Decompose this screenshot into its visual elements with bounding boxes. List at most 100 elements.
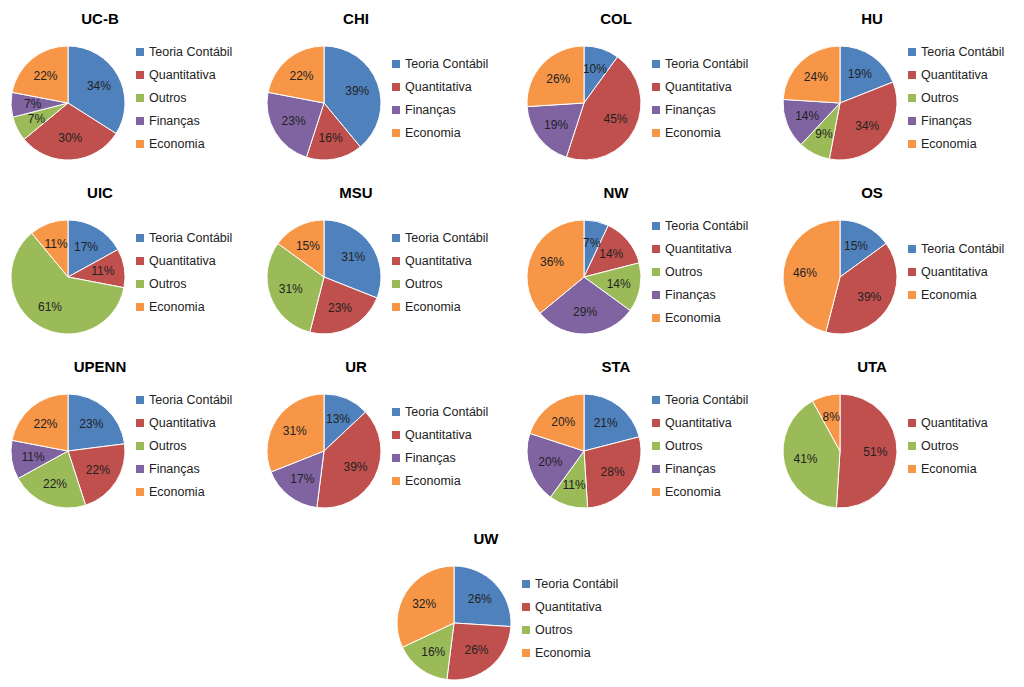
svg-text:8%: 8% [823, 410, 841, 424]
svg-text:16%: 16% [421, 645, 445, 659]
svg-text:17%: 17% [290, 472, 314, 486]
svg-text:34%: 34% [87, 79, 111, 93]
svg-text:22%: 22% [33, 417, 57, 431]
html-text:Outros: Outros [149, 276, 187, 291]
svg-text:19%: 19% [848, 67, 872, 81]
html-text:Teoria Contábil: Teoria Contábil [665, 56, 749, 71]
html-text:UTA: UTA [857, 358, 887, 375]
html-text:Economia: Economia [405, 299, 461, 314]
html-text:UIC: UIC [87, 184, 113, 201]
html-text:UC-B: UC-B [81, 10, 119, 27]
html-text:Outros: Outros [921, 91, 959, 105]
html-text:Outros: Outros [405, 276, 443, 291]
html-text:Finanças: Finanças [405, 450, 456, 465]
svg-text:22%: 22% [33, 69, 57, 83]
svg-text:22%: 22% [43, 477, 67, 491]
svg-text:39%: 39% [345, 84, 369, 98]
html-text:CHI: CHI [343, 10, 369, 27]
html-text:Economia: Economia [535, 645, 591, 660]
html-text:Quantitativa: Quantitativa [405, 253, 472, 268]
html-text:Teoria Contábil: Teoria Contábil [149, 45, 233, 59]
svg-text:39%: 39% [857, 290, 881, 304]
svg-text:21%: 21% [594, 416, 618, 430]
html-text:Teoria Contábil: Teoria Contábil [405, 230, 489, 245]
html-text:Outros: Outros [535, 622, 573, 637]
svg-text:16%: 16% [319, 131, 343, 145]
svg-text:41%: 41% [793, 452, 817, 466]
svg-text:31%: 31% [279, 282, 303, 296]
html-text:NW: NW [603, 184, 629, 201]
svg-text:13%: 13% [326, 412, 350, 426]
html-text:UW: UW [473, 530, 499, 547]
html-text:OS: OS [861, 184, 883, 201]
svg-text:7%: 7% [583, 236, 601, 250]
html-text:Quantitativa: Quantitativa [149, 253, 216, 268]
html-text:HU: HU [861, 10, 883, 27]
html-text:Quantitativa: Quantitativa [535, 599, 602, 614]
svg-text:46%: 46% [793, 266, 817, 280]
svg-text:34%: 34% [855, 119, 879, 133]
svg-text:23%: 23% [282, 114, 306, 128]
svg-text:15%: 15% [844, 239, 868, 253]
svg-text:11%: 11% [44, 237, 67, 251]
html-text:Economia: Economia [405, 125, 461, 140]
html-text:STA: STA [601, 358, 631, 375]
svg-text:11%: 11% [563, 478, 586, 492]
html-text:Finanças: Finanças [665, 102, 716, 117]
html-text:Quantitativa: Quantitativa [405, 79, 472, 94]
html-text:Economia: Economia [149, 137, 205, 151]
html-text:COL: COL [600, 10, 632, 27]
html-text:Teoria Contábil: Teoria Contábil [535, 576, 619, 591]
svg-text:11%: 11% [91, 264, 114, 278]
svg-text:19%: 19% [544, 118, 568, 132]
svg-text:15%: 15% [296, 239, 320, 253]
svg-text:22%: 22% [289, 69, 313, 83]
svg-text:30%: 30% [58, 131, 82, 145]
svg-text:32%: 32% [412, 597, 436, 611]
html-text:Teoria Contábil: Teoria Contábil [921, 45, 1005, 59]
svg-text:26%: 26% [546, 72, 570, 86]
svg-text:45%: 45% [603, 112, 627, 126]
svg-text:7%: 7% [24, 97, 42, 111]
html-text:Quantitativa: Quantitativa [921, 68, 988, 82]
svg-text:31%: 31% [283, 424, 307, 438]
svg-text:29%: 29% [573, 305, 597, 319]
svg-text:17%: 17% [74, 240, 98, 254]
html-text:Outros: Outros [149, 91, 187, 105]
svg-text:7%: 7% [28, 112, 46, 126]
svg-text:23%: 23% [328, 301, 352, 315]
svg-text:26%: 26% [465, 643, 489, 657]
svg-text:51%: 51% [863, 445, 887, 459]
svg-text:10%: 10% [583, 62, 607, 76]
svg-text:61%: 61% [38, 300, 62, 314]
svg-text:14%: 14% [607, 277, 631, 291]
svg-text:14%: 14% [599, 247, 623, 261]
svg-text:28%: 28% [601, 465, 625, 479]
svg-text:9%: 9% [815, 127, 833, 141]
html-text:UPENN: UPENN [73, 358, 127, 375]
html-text:MSU: MSU [339, 184, 373, 201]
svg-text:20%: 20% [538, 455, 562, 469]
svg-text:36%: 36% [540, 255, 564, 269]
svg-text:24%: 24% [804, 70, 828, 84]
svg-text:26%: 26% [468, 592, 492, 606]
svg-text:31%: 31% [341, 250, 365, 264]
html-text:Quantitativa: Quantitativa [149, 68, 216, 82]
html-text:Quantitativa: Quantitativa [405, 427, 472, 442]
html-text:UR: UR [345, 358, 367, 375]
html-text:Teoria Contábil: Teoria Contábil [405, 56, 489, 71]
svg-text:23%: 23% [79, 417, 103, 431]
html-text:Economia: Economia [405, 473, 461, 488]
svg-text:14%: 14% [795, 109, 819, 123]
html-text:Teoria Contábil: Teoria Contábil [149, 230, 233, 245]
svg-text:11%: 11% [22, 450, 45, 464]
html-text:Quantitativa: Quantitativa [665, 79, 732, 94]
html-text:Economia: Economia [149, 299, 205, 314]
svg-text:22%: 22% [86, 463, 110, 477]
svg-text:20%: 20% [551, 415, 575, 429]
html-text:Economia: Economia [665, 125, 721, 140]
html-text:Finanças: Finanças [405, 102, 456, 117]
html-text:Teoria Contábil: Teoria Contábil [405, 404, 489, 419]
svg-text:39%: 39% [343, 460, 367, 474]
html-text:Finanças: Finanças [149, 114, 200, 128]
